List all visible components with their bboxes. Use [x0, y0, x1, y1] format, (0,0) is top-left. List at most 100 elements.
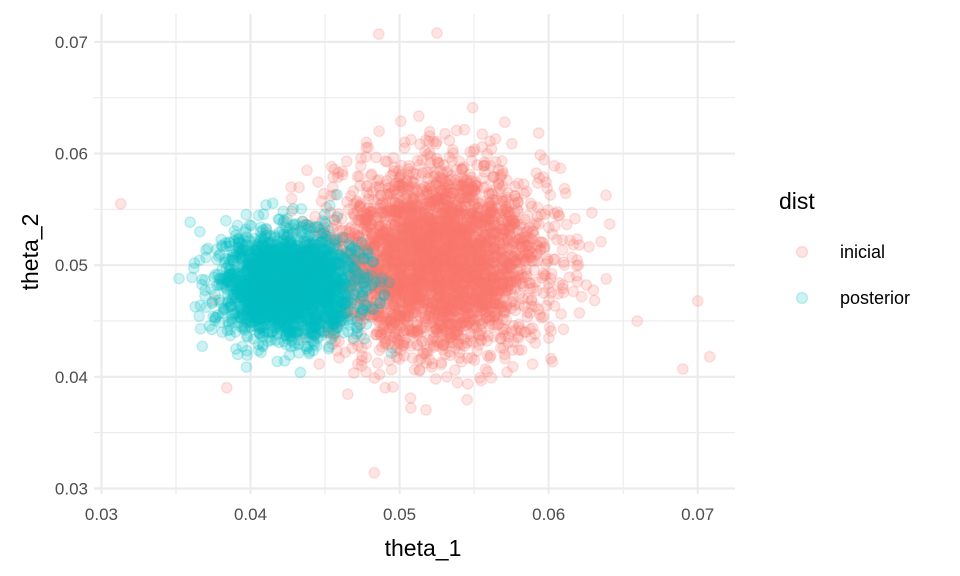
point-inicial — [466, 193, 479, 206]
point-inicial — [444, 190, 457, 203]
point-inicial — [350, 253, 363, 266]
point-inicial — [453, 319, 465, 332]
point-inicial — [500, 300, 513, 313]
point-inicial — [470, 297, 483, 309]
point-inicial — [456, 290, 469, 303]
point-inicial — [297, 248, 310, 261]
point-inicial — [441, 213, 454, 226]
point-inicial — [352, 236, 364, 248]
point-inicial — [462, 308, 474, 321]
point-inicial — [478, 181, 490, 194]
point-inicial — [388, 205, 401, 217]
point-inicial — [449, 342, 461, 355]
point-inicial — [540, 176, 552, 189]
point-inicial — [450, 247, 463, 260]
point-inicial — [548, 207, 561, 220]
point-inicial — [479, 298, 492, 310]
point-inicial — [489, 220, 502, 232]
point-inicial — [442, 285, 455, 298]
point-inicial — [403, 293, 416, 306]
point-inicial — [529, 328, 542, 341]
point-inicial — [489, 278, 502, 291]
point-inicial — [512, 233, 525, 246]
point-inicial — [531, 284, 543, 297]
point-inicial — [425, 230, 438, 242]
point-inicial — [425, 197, 438, 210]
point-inicial — [529, 337, 542, 349]
point-inicial — [392, 207, 405, 220]
point-inicial — [481, 212, 494, 225]
point-inicial — [377, 224, 389, 237]
point-inicial — [481, 301, 494, 314]
point-inicial — [506, 288, 519, 301]
point-inicial — [478, 254, 490, 267]
point-inicial — [427, 309, 440, 322]
point-inicial — [600, 272, 613, 285]
point-inicial — [691, 294, 704, 307]
point-inicial — [676, 363, 689, 375]
point-inicial — [441, 309, 454, 322]
point-inicial — [521, 239, 534, 252]
point-inicial — [500, 287, 512, 299]
point-inicial — [360, 141, 373, 154]
point-inicial — [371, 174, 383, 187]
point-inicial — [495, 277, 508, 290]
point-inicial — [353, 199, 366, 212]
series-inicial — [114, 27, 716, 479]
point-inicial — [571, 275, 584, 288]
point-inicial — [405, 294, 418, 307]
point-inicial — [509, 304, 522, 317]
point-inicial — [379, 216, 392, 229]
point-inicial — [458, 252, 471, 265]
point-inicial — [429, 373, 442, 385]
point-inicial — [388, 315, 401, 328]
point-inicial — [392, 201, 405, 214]
point-inicial — [468, 354, 481, 367]
point-inicial — [437, 279, 450, 292]
point-inicial — [411, 338, 424, 351]
point-inicial — [526, 358, 539, 371]
point-inicial — [391, 303, 403, 315]
point-inicial — [444, 233, 457, 246]
point-inicial — [532, 240, 544, 253]
point-inicial — [314, 227, 327, 240]
point-inicial — [600, 189, 612, 202]
point-inicial — [406, 242, 418, 255]
point-inicial — [395, 235, 408, 248]
point-inicial — [452, 204, 465, 217]
point-inicial — [468, 183, 481, 196]
point-inicial — [463, 261, 476, 273]
point-inicial — [427, 233, 440, 245]
point-inicial — [384, 313, 397, 326]
point-inicial — [404, 224, 416, 237]
point-inicial — [355, 213, 368, 226]
point-inicial — [512, 270, 524, 282]
point-inicial — [424, 273, 437, 286]
point-inicial — [500, 314, 513, 327]
point-inicial — [479, 363, 492, 375]
point-inicial — [535, 236, 548, 249]
point-inicial — [361, 186, 373, 199]
point-inicial — [487, 171, 499, 184]
point-inicial — [412, 110, 425, 123]
point-inicial — [421, 344, 433, 356]
point-inicial — [431, 257, 444, 270]
point-inicial — [390, 309, 403, 322]
point-inicial — [313, 223, 326, 236]
point-inicial — [457, 204, 470, 217]
point-inicial — [501, 366, 513, 379]
point-inicial — [452, 204, 464, 217]
point-inicial — [370, 239, 383, 252]
point-inicial — [508, 197, 521, 210]
point-inicial — [451, 376, 464, 389]
point-inicial — [461, 378, 474, 390]
point-inicial — [473, 261, 486, 274]
point-inicial — [404, 402, 417, 414]
point-inicial — [469, 319, 481, 332]
point-inicial — [393, 240, 406, 253]
point-inicial — [406, 185, 419, 198]
point-inicial — [350, 310, 363, 323]
point-inicial — [476, 140, 488, 153]
point-inicial — [573, 306, 586, 319]
point-inicial — [300, 259, 313, 272]
